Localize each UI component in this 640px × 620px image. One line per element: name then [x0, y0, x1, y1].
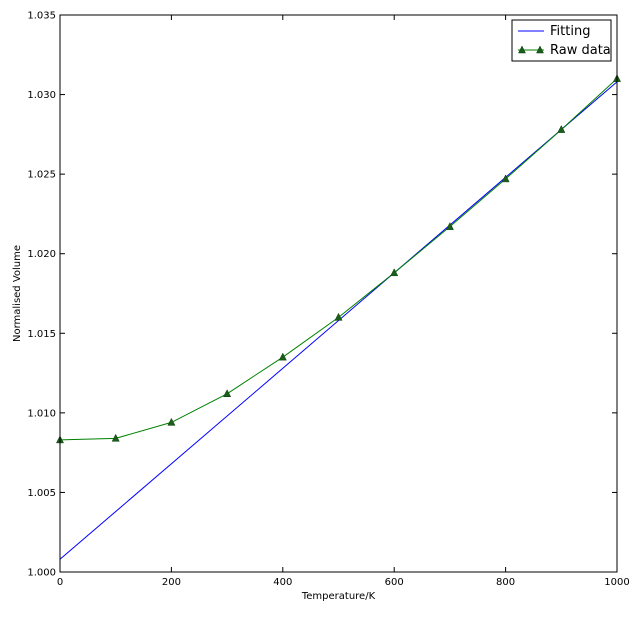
raw-data-point — [167, 417, 176, 426]
raw-data-point — [557, 125, 566, 133]
y-tick-label: 1.010 — [27, 408, 56, 419]
plot-area — [60, 15, 617, 572]
x-axis-label: Temperature/K — [301, 591, 376, 602]
legend-fitting-label: Fitting — [550, 24, 590, 39]
series-layer — [55, 74, 622, 560]
ticks-layer: 0 200 400 600 800 1000 1.000 1.005 1.010 1.015 1.0… — [27, 11, 629, 589]
y-tick-label: 1.030 — [27, 90, 56, 101]
raw-data-point — [390, 268, 399, 277]
y-tick-label: 1.035 — [27, 11, 56, 22]
raw-data-point — [501, 174, 510, 183]
y-tick-label: 1.025 — [27, 170, 56, 181]
legend-raw-marker-left — [518, 45, 526, 54]
raw-data-point — [278, 352, 287, 361]
raw-data-point — [111, 433, 120, 442]
x-tick-label: 600 — [385, 577, 404, 588]
plot-frame — [59, 14, 618, 573]
y-tick-label: 1.000 — [27, 568, 56, 579]
x-tick-label: 1000 — [604, 577, 629, 588]
raw-data-point — [223, 389, 232, 398]
x-tick-label: 200 — [162, 577, 181, 588]
raw-data-point — [445, 222, 454, 230]
x-tick-label: 400 — [273, 577, 292, 588]
y-tick-label: 1.015 — [27, 329, 56, 340]
y-tick-label: 1.005 — [27, 488, 56, 499]
x-tick-label: 0 — [57, 577, 63, 588]
legend-raw-label: Raw data — [550, 43, 611, 58]
x-tick-label: 800 — [496, 577, 515, 588]
raw-data-point — [334, 312, 343, 321]
y-axis-label: Normalised Volume — [12, 245, 23, 342]
legend-box — [511, 19, 612, 62]
legend-raw-marker-right — [536, 45, 544, 54]
legend: Fitting Raw data — [511, 19, 612, 62]
y-tick-label: 1.020 — [27, 249, 56, 260]
